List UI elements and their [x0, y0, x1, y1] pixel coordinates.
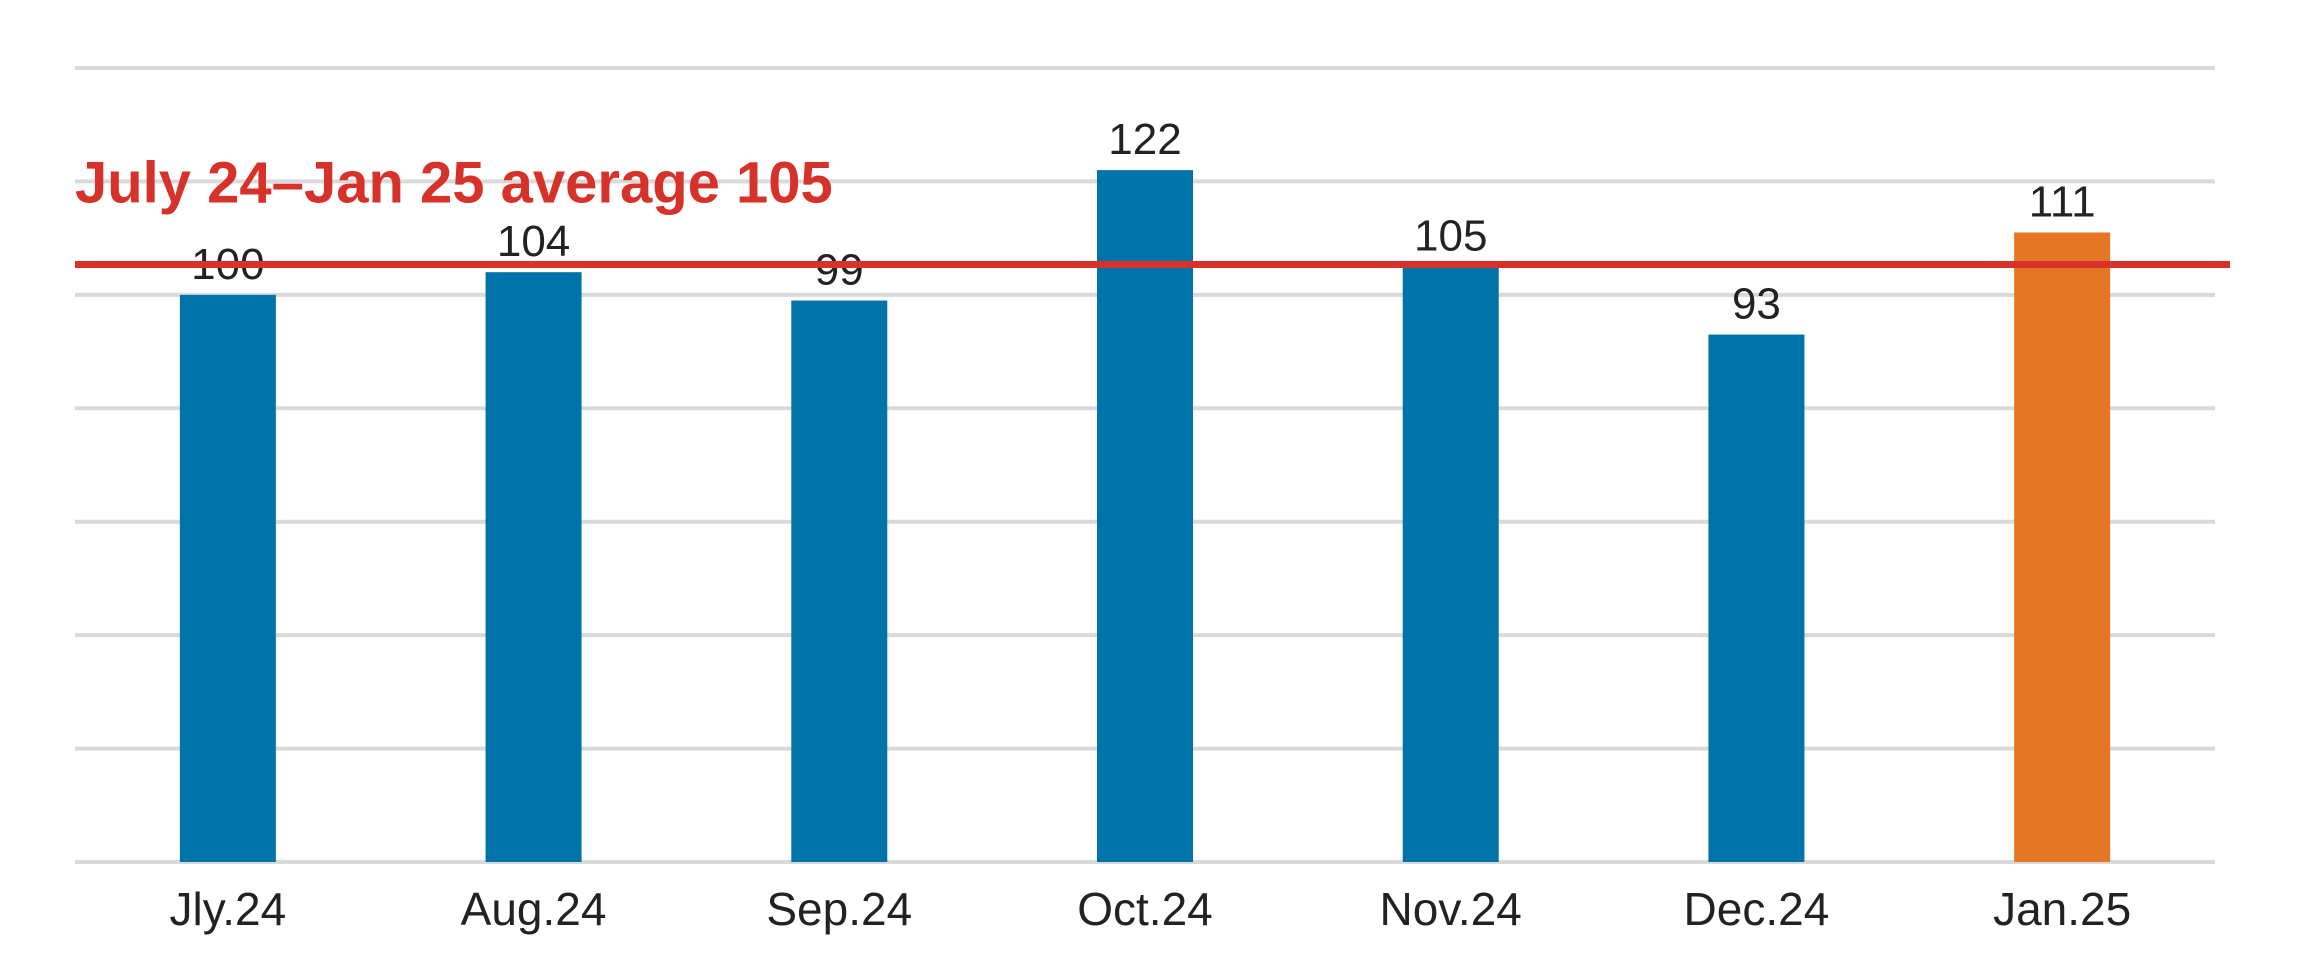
bar-dec-24 — [1708, 334, 1805, 862]
bar-jan-25 — [2014, 232, 2111, 862]
bar-nov-24 — [1402, 266, 1499, 862]
bars — [179, 170, 2111, 863]
bar-value-label: 105 — [1414, 212, 1487, 261]
average-reference-label: July 24–Jan 25 average 105 — [75, 151, 833, 216]
x-tick-label: Dec.24 — [1684, 883, 1830, 935]
bar-jly-24 — [179, 294, 276, 862]
bar-value-label: 111 — [2029, 177, 2096, 226]
bar-value-label: 122 — [1108, 115, 1181, 164]
x-tick-label: Jan.25 — [1993, 883, 2131, 935]
bar-oct-24 — [1097, 170, 1193, 863]
bar-value-label: 93 — [1732, 280, 1781, 329]
x-tick-label: Jly.24 — [169, 883, 286, 935]
x-tick-label: Aug.24 — [461, 883, 607, 935]
bar-value-label: 99 — [815, 246, 864, 295]
x-tick-label: Sep.24 — [766, 883, 912, 935]
bar-sep-24 — [791, 300, 888, 862]
x-tick-label: Nov.24 — [1380, 883, 1522, 935]
bar-aug-24 — [485, 272, 582, 863]
bar-value-label: 104 — [497, 217, 570, 266]
x-axis-labels: Jly.24 Aug.24 Sep.24 Oct.24 Nov.24 Dec.24 Jan.… — [169, 883, 2131, 935]
x-tick-label: Oct.24 — [1077, 883, 1213, 935]
